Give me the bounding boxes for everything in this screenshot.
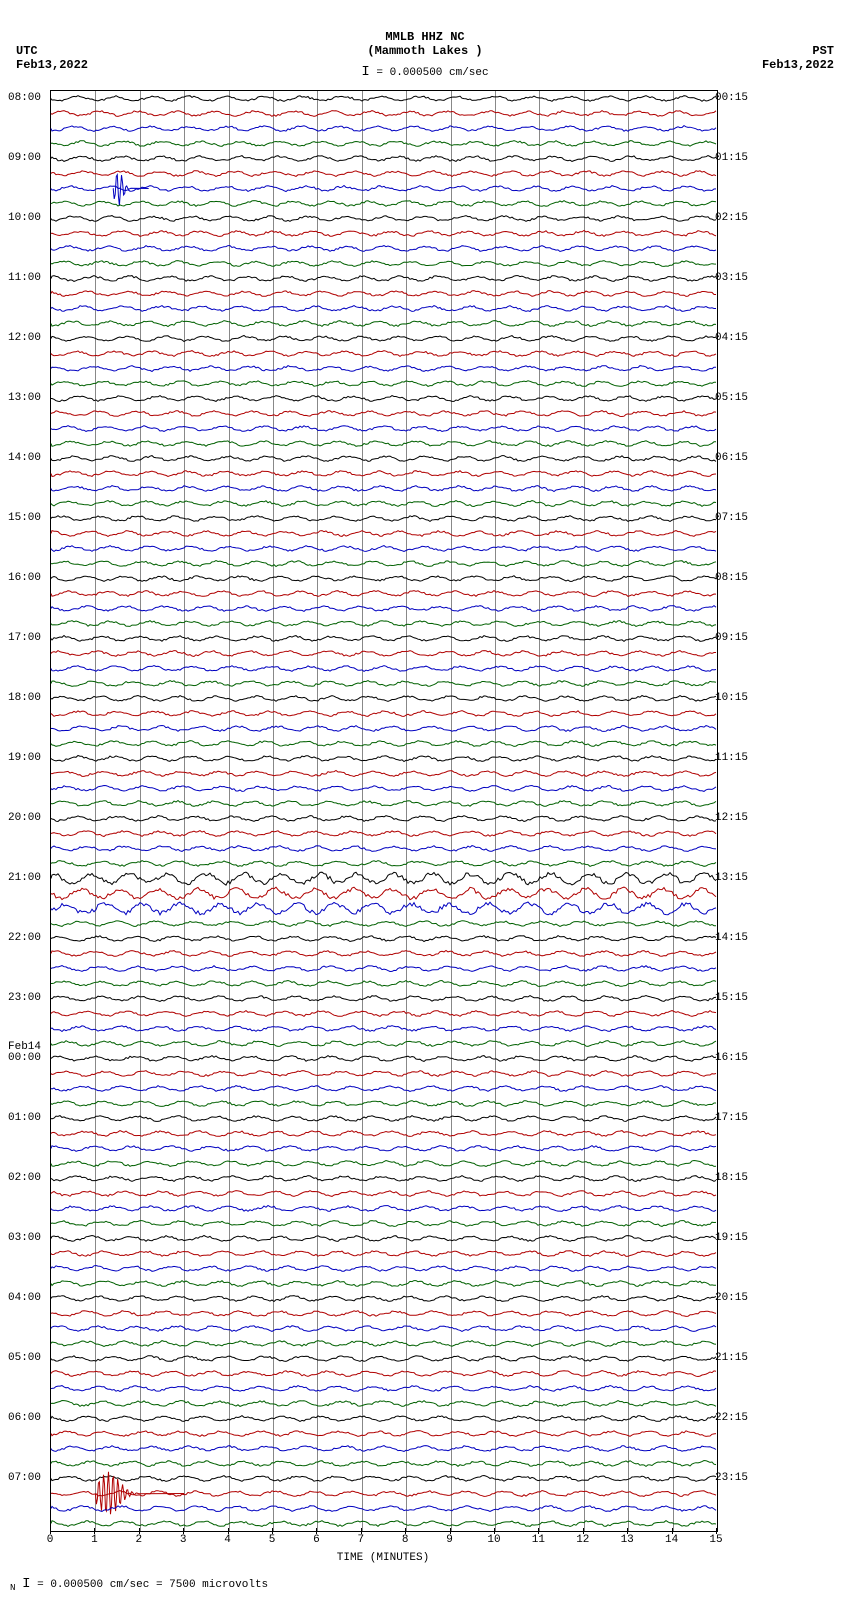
utc-time-label: 16:00 bbox=[8, 572, 41, 584]
x-tick-label: 7 bbox=[357, 1534, 364, 1546]
x-tick-label: 5 bbox=[269, 1534, 276, 1546]
utc-time-label: 12:00 bbox=[8, 332, 41, 344]
pst-time-label: 03:15 bbox=[715, 272, 748, 284]
utc-time-label: 18:00 bbox=[8, 692, 41, 704]
pst-time-label: 02:15 bbox=[715, 212, 748, 224]
utc-time-label: 23:00 bbox=[8, 992, 41, 1004]
pst-time-label: 05:15 bbox=[715, 392, 748, 404]
pst-time-label: 14:15 bbox=[715, 932, 748, 944]
pst-time-label: 09:15 bbox=[715, 632, 748, 644]
utc-time-label: 21:00 bbox=[8, 872, 41, 884]
utc-time-label: 05:00 bbox=[8, 1352, 41, 1364]
footer-text: = 0.000500 cm/sec = 7500 microvolts bbox=[37, 1579, 268, 1591]
pst-time-label: 07:15 bbox=[715, 512, 748, 524]
x-tick-label: 14 bbox=[665, 1534, 678, 1546]
pst-time-label: 01:15 bbox=[715, 152, 748, 164]
station-location: (Mammoth Lakes ) bbox=[0, 44, 850, 58]
utc-time-label: 19:00 bbox=[8, 752, 41, 764]
timezone-right: PST bbox=[812, 44, 834, 58]
x-tick-label: 9 bbox=[446, 1534, 453, 1546]
x-tick-label: 4 bbox=[224, 1534, 231, 1546]
x-tick-label: 13 bbox=[621, 1534, 634, 1546]
pst-time-label: 19:15 bbox=[715, 1232, 748, 1244]
utc-time-label: 10:00 bbox=[8, 212, 41, 224]
utc-time-label: 08:00 bbox=[8, 92, 41, 104]
utc-time-label: 17:00 bbox=[8, 632, 41, 644]
utc-time-label: 03:00 bbox=[8, 1232, 41, 1244]
x-tick-label: 6 bbox=[313, 1534, 320, 1546]
utc-time-label: 15:00 bbox=[8, 512, 41, 524]
x-tick-label: 0 bbox=[47, 1534, 54, 1546]
pst-time-label: 12:15 bbox=[715, 812, 748, 824]
footer-prefix: N bbox=[10, 1582, 16, 1593]
utc-time-label: 09:00 bbox=[8, 152, 41, 164]
utc-time-label: 00:00 bbox=[8, 1052, 41, 1064]
utc-time-label: 06:00 bbox=[8, 1412, 41, 1424]
utc-time-label: 20:00 bbox=[8, 812, 41, 824]
utc-time-label: 02:00 bbox=[8, 1172, 41, 1184]
pst-time-label: 13:15 bbox=[715, 872, 748, 884]
pst-time-label: 21:15 bbox=[715, 1352, 748, 1364]
pst-time-label: 20:15 bbox=[715, 1292, 748, 1304]
footer-scale: N I = 0.000500 cm/sec = 7500 microvolts bbox=[10, 1576, 268, 1593]
x-tick-label: 12 bbox=[576, 1534, 589, 1546]
x-tick-label: 8 bbox=[402, 1534, 409, 1546]
utc-time-label: 11:00 bbox=[8, 272, 41, 284]
station-code: MMLB HHZ NC bbox=[0, 30, 850, 44]
pst-time-label: 08:15 bbox=[715, 572, 748, 584]
pst-time-label: 16:15 bbox=[715, 1052, 748, 1064]
pst-time-label: 11:15 bbox=[715, 752, 748, 764]
utc-time-label: 04:00 bbox=[8, 1292, 41, 1304]
timezone-left: UTC bbox=[16, 44, 38, 58]
pst-time-label: 23:15 bbox=[715, 1472, 748, 1484]
x-tick-label: 15 bbox=[709, 1534, 722, 1546]
x-tick-label: 3 bbox=[180, 1534, 187, 1546]
date-left: Feb13,2022 bbox=[16, 58, 88, 72]
pst-time-label: 10:15 bbox=[715, 692, 748, 704]
pst-time-label: 04:15 bbox=[715, 332, 748, 344]
pst-time-label: 17:15 bbox=[715, 1112, 748, 1124]
x-axis-label: TIME (MINUTES) bbox=[50, 1552, 716, 1564]
utc-time-label: 07:00 bbox=[8, 1472, 41, 1484]
utc-time-label: 22:00 bbox=[8, 932, 41, 944]
pst-time-label: 06:15 bbox=[715, 452, 748, 464]
pst-time-label: 18:15 bbox=[715, 1172, 748, 1184]
seismogram-plot bbox=[50, 90, 718, 1532]
pst-time-label: 22:15 bbox=[715, 1412, 748, 1424]
seismogram-container: MMLB HHZ NC (Mammoth Lakes ) I = 0.00050… bbox=[0, 0, 850, 1613]
date-right: Feb13,2022 bbox=[762, 58, 834, 72]
pst-time-label: 15:15 bbox=[715, 992, 748, 1004]
scale-bar-icon: I bbox=[22, 1576, 30, 1592]
x-tick-label: 11 bbox=[532, 1534, 545, 1546]
utc-time-label: 13:00 bbox=[8, 392, 41, 404]
utc-time-label: 14:00 bbox=[8, 452, 41, 464]
x-tick-label: 2 bbox=[135, 1534, 142, 1546]
x-axis: TIME (MINUTES) 0123456789101112131415 bbox=[50, 1534, 716, 1574]
x-tick-label: 1 bbox=[91, 1534, 98, 1546]
x-tick-label: 10 bbox=[487, 1534, 500, 1546]
pst-time-label: 00:15 bbox=[715, 92, 748, 104]
utc-time-label: 01:00 bbox=[8, 1112, 41, 1124]
